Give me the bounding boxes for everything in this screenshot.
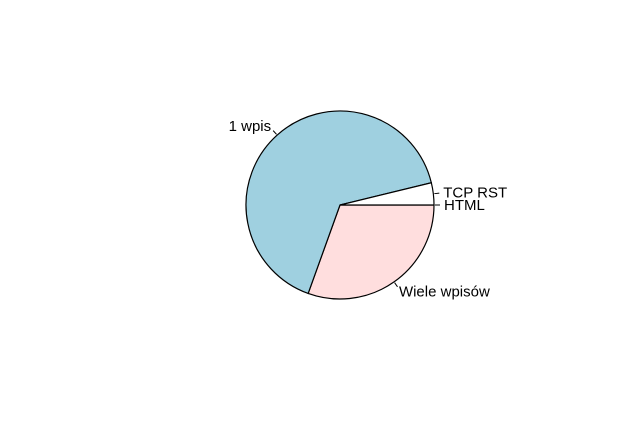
label-line-tcp-rst — [434, 192, 440, 195]
label-html: HTML — [444, 197, 485, 214]
slice-wiele-wpisow — [307, 204, 435, 300]
label-line-wiele-wpisow — [394, 282, 398, 288]
label-tcp-rst: TCP RST — [443, 184, 507, 201]
slice-tcp-rst — [339, 182, 435, 206]
pie-label-lines — [272, 130, 440, 288]
slice-1-wpis — [245, 110, 433, 295]
label-line-1-wpis — [272, 130, 277, 135]
label-wiele-wpisow: Wiele wpisów — [399, 284, 490, 301]
label-1-wpis: 1 wpis — [229, 118, 272, 135]
pie-slices — [245, 110, 435, 300]
pie-labels: HTML Wiele wpisów 1 wpis TCP RST — [229, 118, 508, 301]
